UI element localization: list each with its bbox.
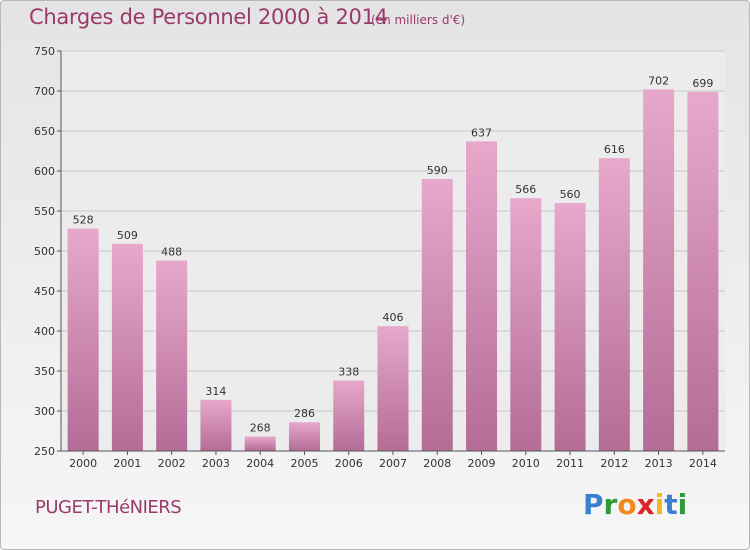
- bar-2012: [598, 158, 630, 451]
- x-tick-label-2011: 2011: [556, 457, 584, 470]
- data-label-2007: 406: [383, 311, 404, 324]
- data-label-2008: 590: [427, 164, 448, 177]
- y-tick-label: 250: [34, 445, 55, 458]
- data-label-2002: 488: [161, 246, 182, 259]
- data-label-2000: 528: [73, 214, 94, 227]
- logo-letter: x: [636, 488, 655, 521]
- data-labels: 528 509 488 314 268 286 338 406 590 637 566 560 616 7…: [73, 74, 714, 434]
- bar-2014: [687, 91, 719, 452]
- proxiti-logo: Proxiti: [583, 488, 687, 521]
- logo-letter: r: [603, 488, 618, 521]
- x-tick-label-2004: 2004: [246, 457, 274, 470]
- logo-letter: o: [617, 488, 637, 521]
- bar-2008: [421, 179, 453, 451]
- bars: [67, 89, 719, 452]
- y-tick-label: 500: [34, 245, 55, 258]
- y-tick-labels: 250 300 350 400 450 500 550 600 650 700 750: [34, 45, 55, 458]
- commune-name: PUGET-THéNIERS: [35, 497, 182, 518]
- bar-2007: [377, 326, 409, 451]
- chart-title: Charges de Personnel 2000 à 2014: [29, 5, 388, 29]
- logo-letter: t: [664, 488, 678, 521]
- x-tick-label-2014: 2014: [689, 457, 717, 470]
- x-tick-label-2001: 2001: [113, 457, 141, 470]
- data-label-2011: 560: [560, 188, 581, 201]
- bar-2011: [554, 203, 586, 451]
- x-tick-label-2009: 2009: [468, 457, 496, 470]
- x-tick-label-2002: 2002: [158, 457, 186, 470]
- x-tick-label-2005: 2005: [290, 457, 318, 470]
- y-tick-label: 600: [34, 165, 55, 178]
- x-tick-label-2013: 2013: [645, 457, 673, 470]
- x-tick-label-2000: 2000: [69, 457, 97, 470]
- bar-2006: [333, 380, 365, 451]
- x-tick-label-2006: 2006: [335, 457, 363, 470]
- data-label-2010: 566: [515, 183, 536, 196]
- y-tick-label: 400: [34, 325, 55, 338]
- x-tick-label-2007: 2007: [379, 457, 407, 470]
- data-label-2001: 509: [117, 229, 138, 242]
- x-tick-label-2012: 2012: [600, 457, 628, 470]
- bar-2002: [156, 260, 188, 451]
- y-tick-label: 450: [34, 285, 55, 298]
- y-tick-label: 350: [34, 365, 55, 378]
- bar-2013: [643, 89, 675, 452]
- data-label-2013: 702: [648, 74, 669, 87]
- y-tick-label: 700: [34, 85, 55, 98]
- data-label-2004: 268: [250, 422, 271, 435]
- bar-2004: [244, 436, 276, 451]
- data-label-2005: 286: [294, 407, 315, 420]
- x-tick-label-2008: 2008: [423, 457, 451, 470]
- bar-2005: [288, 422, 320, 451]
- y-tick-label: 550: [34, 205, 55, 218]
- logo-letter: P: [583, 488, 604, 521]
- y-tick-label: 300: [34, 405, 55, 418]
- data-label-2009: 637: [471, 126, 492, 139]
- data-label-2003: 314: [205, 385, 226, 398]
- bar-2010: [510, 198, 542, 451]
- bar-2001: [111, 243, 143, 451]
- x-tick-label-2010: 2010: [512, 457, 540, 470]
- logo-letter: i: [677, 488, 688, 521]
- bar-2003: [200, 399, 232, 451]
- data-label-2006: 338: [338, 366, 359, 379]
- bar-2000: [67, 228, 99, 451]
- y-tick-label: 750: [34, 45, 55, 58]
- data-label-2012: 616: [604, 143, 625, 156]
- logo-letter: i: [654, 488, 665, 521]
- chart-subtitle: (en milliers d'€): [371, 13, 466, 27]
- y-tick-label: 650: [34, 125, 55, 138]
- bar-2009: [466, 141, 498, 451]
- data-label-2014: 699: [692, 77, 713, 90]
- x-tick-label-2003: 2003: [202, 457, 230, 470]
- x-tick-labels: 2000 2001 2002 2003 2004 2005 2006 2007 2008 2009…: [69, 451, 717, 470]
